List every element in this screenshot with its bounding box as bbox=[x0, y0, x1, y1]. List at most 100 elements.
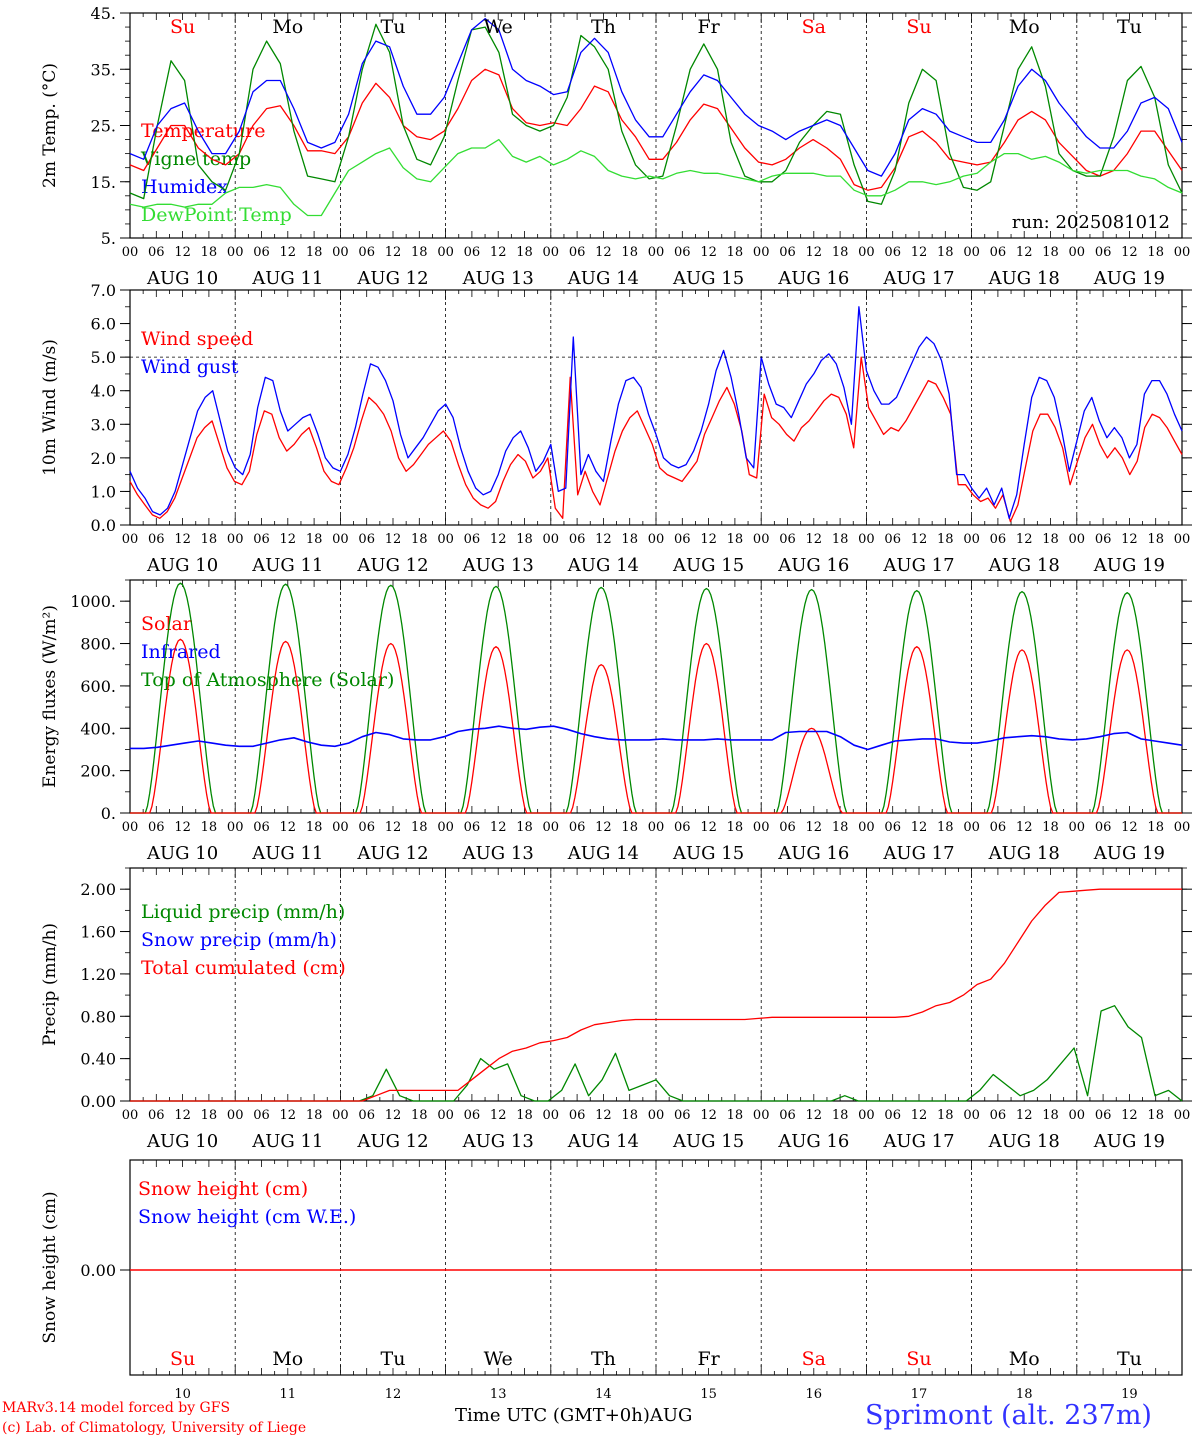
weekday-label: Sa bbox=[802, 1348, 826, 1370]
y-tick-label: 0.00 bbox=[80, 1092, 116, 1111]
hour-tick-label: 18 bbox=[306, 245, 323, 260]
panel-4: Precip (mm/h) 0.00 0.40 0.80 1.20 1.60 2.00 00 0… bbox=[40, 867, 1192, 1152]
hour-tick-label: 06 bbox=[674, 820, 691, 835]
series-line bbox=[129, 17, 1183, 177]
hour-tick-label: 00 bbox=[648, 1108, 665, 1123]
hour-tick-label: 12 bbox=[280, 1108, 297, 1123]
hour-tick-label: 12 bbox=[700, 245, 717, 260]
hour-tick-label: 06 bbox=[884, 245, 901, 260]
hour-tick-label: 18 bbox=[937, 820, 954, 835]
date-label: AUG 17 bbox=[882, 843, 954, 864]
legend-item: Snow height (cm W.E.) bbox=[138, 1206, 356, 1228]
date-label: AUG 16 bbox=[777, 1131, 849, 1152]
hour-tick-label: 00 bbox=[543, 1108, 560, 1123]
hour-tick-label: 18 bbox=[621, 820, 638, 835]
date-label: AUG 11 bbox=[251, 268, 323, 289]
hour-tick-label: 00 bbox=[1174, 532, 1191, 547]
hour-tick-label: 18 bbox=[832, 820, 849, 835]
infrared-line bbox=[130, 725, 1183, 751]
hour-tick-label: 12 bbox=[911, 1108, 928, 1123]
panel-3: Energy fluxes (W/m²) 0. 200. 400. 600. 800. 10… bbox=[40, 579, 1192, 864]
hour-tick-label: 00 bbox=[122, 820, 139, 835]
date-label: AUG 18 bbox=[988, 1131, 1060, 1152]
hour-tick-label: 12 bbox=[490, 245, 507, 260]
hour-tick-label: 12 bbox=[911, 532, 928, 547]
copyright-credit: (c) Lab. of Climatology, University of L… bbox=[2, 1420, 307, 1436]
hour-tick-label: 12 bbox=[174, 820, 191, 835]
hour-tick-label: 06 bbox=[990, 245, 1007, 260]
hour-tick-label: 12 bbox=[700, 820, 717, 835]
hour-tick-label: 12 bbox=[385, 532, 402, 547]
hour-tick-label: 18 bbox=[516, 820, 533, 835]
y-tick-label: 2.0 bbox=[91, 449, 116, 468]
hour-tick-label: 18 bbox=[1042, 245, 1059, 260]
y-tick-label: 35. bbox=[91, 60, 116, 79]
hour-tick-label: 12 bbox=[385, 245, 402, 260]
weekday-label: Th bbox=[591, 16, 616, 38]
hour-tick-label: 00 bbox=[963, 820, 980, 835]
hour-tick-label: 06 bbox=[1095, 1108, 1112, 1123]
series-line bbox=[129, 306, 1183, 519]
date-label: AUG 18 bbox=[988, 555, 1060, 576]
hour-tick-label: 00 bbox=[1174, 1108, 1191, 1123]
hour-tick-label: 06 bbox=[674, 532, 691, 547]
hour-tick-label: 06 bbox=[1095, 245, 1112, 260]
weekday-label: Sa bbox=[802, 16, 826, 38]
legend-item: Wind speed bbox=[141, 328, 253, 350]
hour-tick-label: 00 bbox=[227, 532, 244, 547]
hour-tick-label: 12 bbox=[174, 245, 191, 260]
date-label: AUG 11 bbox=[251, 1131, 323, 1152]
run-annotation: run: 2025081012 bbox=[1012, 212, 1170, 233]
y-tick-label: 3.0 bbox=[91, 415, 116, 434]
hour-tick-label: 06 bbox=[358, 820, 375, 835]
hour-tick-label: 00 bbox=[753, 245, 770, 260]
y-tick-label: 0.80 bbox=[80, 1007, 116, 1026]
weekday-label: Mo bbox=[272, 16, 303, 38]
hour-tick-label: 00 bbox=[543, 820, 560, 835]
date-label: AUG 19 bbox=[1093, 1131, 1165, 1152]
date-label: AUG 12 bbox=[356, 555, 428, 576]
y-tick-label: 2.00 bbox=[80, 880, 116, 899]
panel-5: Snow height (cm) 0.00 Snow height (cm) Snow… bbox=[40, 1159, 1192, 1402]
hour-tick-label: 12 bbox=[1016, 820, 1033, 835]
hour-tick-label: 00 bbox=[1069, 245, 1086, 260]
solar-line bbox=[130, 638, 1182, 814]
hour-tick-label: 12 bbox=[280, 245, 297, 260]
legend-item: DewPoint Temp bbox=[141, 204, 292, 226]
hour-tick-label: 12 bbox=[595, 1108, 612, 1123]
date-label: AUG 11 bbox=[251, 843, 323, 864]
legend-item: Humidex bbox=[141, 176, 228, 198]
hour-tick-label: 00 bbox=[332, 1108, 349, 1123]
hour-tick-label: 12 bbox=[700, 1108, 717, 1123]
hour-tick-label: 06 bbox=[884, 1108, 901, 1123]
hour-tick-label: 00 bbox=[227, 820, 244, 835]
hour-tick-label: 18 bbox=[832, 245, 849, 260]
hour-tick-label: 00 bbox=[753, 1108, 770, 1123]
hour-tick-label: 18 bbox=[727, 532, 744, 547]
date-label: AUG 10 bbox=[146, 555, 218, 576]
date-label: AUG 17 bbox=[882, 1131, 954, 1152]
hour-tick-label: 00 bbox=[437, 532, 454, 547]
hour-tick-label: 12 bbox=[1121, 820, 1138, 835]
date-label: AUG 19 bbox=[1093, 268, 1165, 289]
hour-tick-label: 06 bbox=[148, 532, 165, 547]
hour-tick-label: 18 bbox=[727, 820, 744, 835]
hour-tick-label: 06 bbox=[884, 532, 901, 547]
y-tick-label: 6.0 bbox=[91, 315, 116, 334]
hour-tick-label: 18 bbox=[201, 245, 218, 260]
legend-item: Wind gust bbox=[141, 356, 239, 378]
hour-tick-label: 00 bbox=[1174, 820, 1191, 835]
day-number-label: 13 bbox=[490, 1387, 507, 1402]
hour-tick-label: 00 bbox=[227, 245, 244, 260]
date-label: AUG 15 bbox=[672, 555, 744, 576]
hour-tick-label: 06 bbox=[674, 1108, 691, 1123]
hour-tick-label: 06 bbox=[990, 532, 1007, 547]
date-label: AUG 16 bbox=[777, 555, 849, 576]
month-label: AUG bbox=[649, 1405, 693, 1426]
weekday-label: Fr bbox=[697, 1348, 720, 1370]
weekday-label: Mo bbox=[272, 1348, 303, 1370]
hour-tick-label: 18 bbox=[937, 245, 954, 260]
hour-tick-label: 06 bbox=[884, 820, 901, 835]
hour-tick-label: 06 bbox=[358, 532, 375, 547]
